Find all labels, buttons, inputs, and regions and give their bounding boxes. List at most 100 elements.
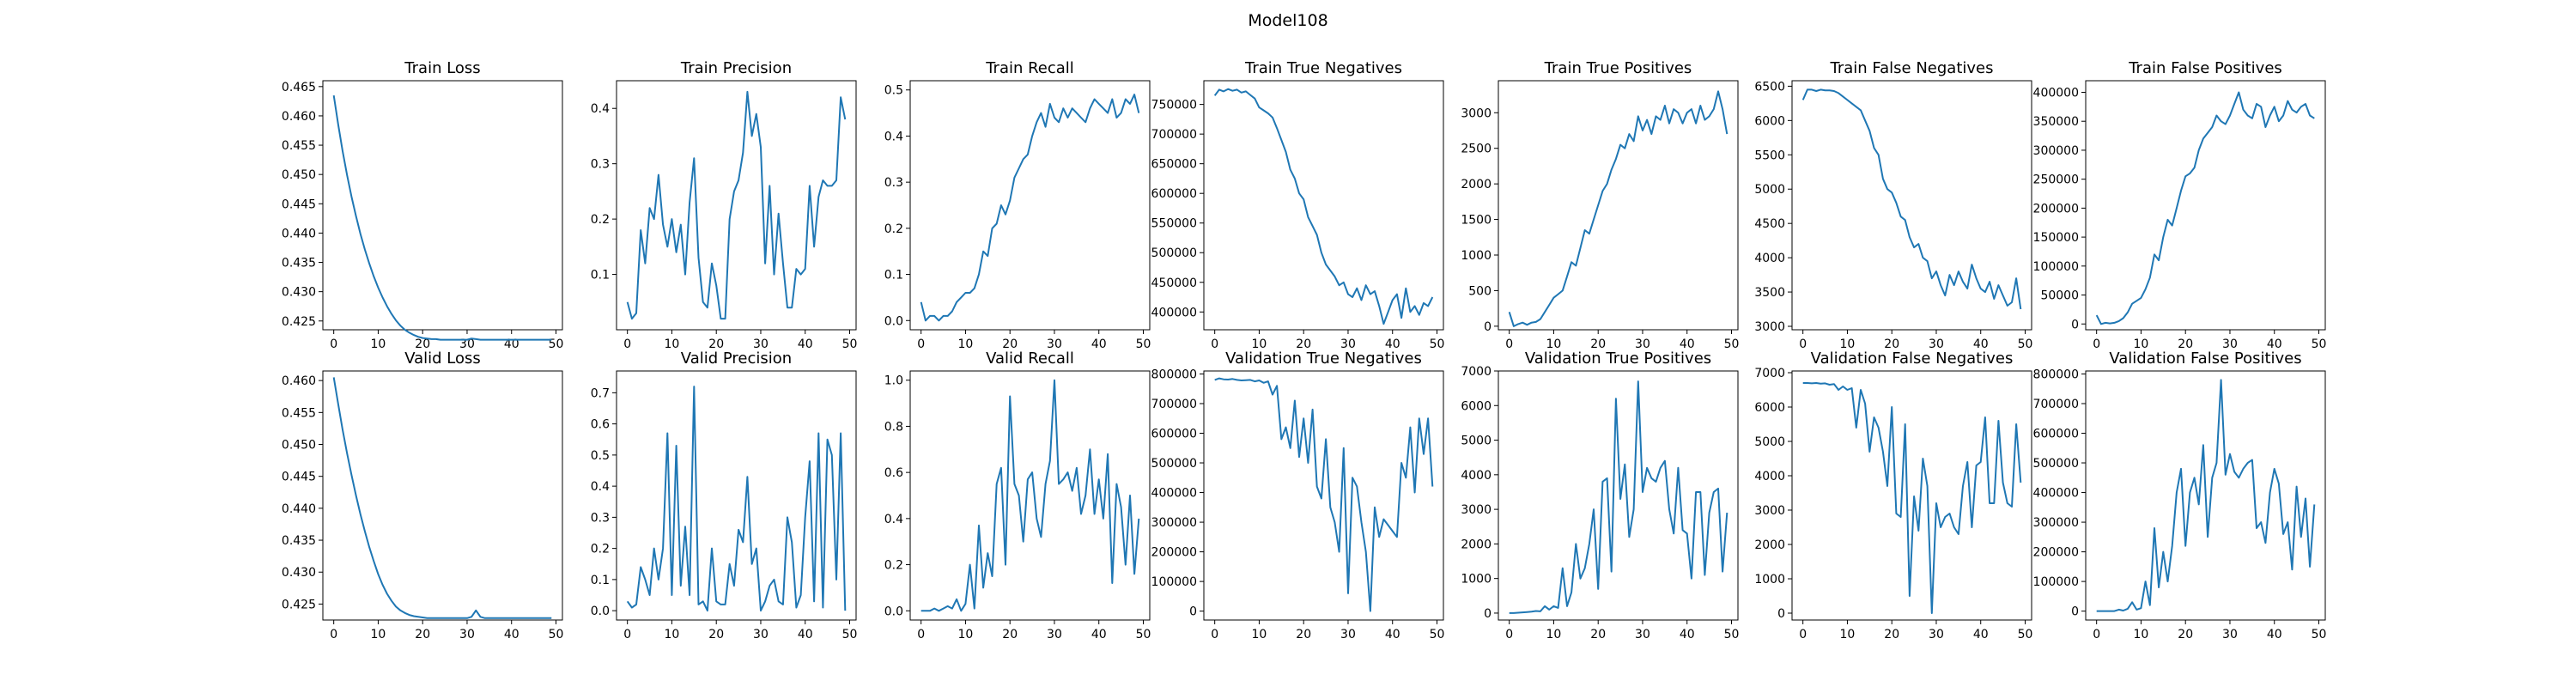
y-tick-label: 2000 (1461, 178, 1492, 192)
x-tick-label: 50 (549, 337, 564, 351)
subplot-4: Train True Negatives 0 10 20 30 40 50 400000 450… (1151, 59, 1445, 351)
x-tick-label: 20 (1884, 628, 1899, 641)
x-tick-label: 30 (1635, 337, 1650, 351)
y-tick-label: 0.450 (282, 168, 316, 182)
y-tick-label: 0.0 (884, 605, 903, 618)
x-tick-label: 20 (1296, 337, 1311, 351)
x-tick-label: 30 (1047, 628, 1062, 641)
y-tick-label: 50000 (2040, 289, 2079, 303)
y-tick-label: 0.460 (282, 110, 316, 124)
y-tick-label: 2000 (1461, 538, 1492, 551)
subplot-title: Train False Negatives (1830, 59, 1994, 77)
y-tick-label: 0.2 (884, 222, 903, 236)
y-tick-label: 6000 (1461, 399, 1492, 413)
plot-frame (909, 370, 1151, 621)
x-tick-label: 20 (1296, 628, 1311, 641)
series-line (920, 94, 1140, 322)
y-tick-label: 0.425 (282, 598, 316, 611)
y-tick-label: 0.8 (884, 420, 903, 434)
x-tick-label: 50 (2018, 628, 2033, 641)
y-tick-label: 800000 (1151, 368, 1197, 381)
subplot-3: Train Recall 0 10 20 30 40 50 0.0 0.1 0.2 0.3 0.4 0.… (884, 59, 1151, 351)
y-tick-label: 0.455 (282, 406, 316, 420)
y-tick-label: 0.1 (884, 269, 903, 283)
x-tick-label: 0 (1505, 628, 1513, 641)
series-line (2095, 91, 2315, 325)
y-tick-label: 400000 (1151, 306, 1197, 319)
x-tick-label: 10 (1546, 337, 1562, 351)
x-tick-label: 40 (1973, 337, 1989, 351)
y-tick-label: 0.455 (282, 139, 316, 153)
x-tick-label: 30 (1929, 628, 1944, 641)
subplot-title: Train True Negatives (1244, 59, 1402, 77)
y-tick-label: 600000 (1151, 187, 1197, 201)
y-tick-label: 4000 (1461, 469, 1492, 483)
y-tick-label: 1.0 (884, 374, 903, 388)
y-tick-label: 4000 (1754, 470, 1785, 483)
x-tick-label: 50 (1724, 628, 1740, 641)
x-tick-label: 40 (1680, 628, 1695, 641)
subplot-title: Valid Precision (681, 350, 792, 368)
subplot-6: Train False Negatives 0 10 20 30 40 50 3000 3500… (1754, 59, 2032, 351)
x-tick-label: 10 (665, 337, 680, 351)
series-line (1213, 88, 1434, 325)
y-tick-label: 0.440 (282, 502, 316, 516)
x-tick-label: 0 (623, 628, 631, 641)
subplot-1: Train Loss 0 10 20 30 40 50 0.425 0.430 0.435 0.44… (282, 59, 564, 351)
x-tick-label: 0 (2093, 337, 2100, 351)
y-tick-label: 5000 (1461, 435, 1492, 448)
series-line (626, 90, 847, 320)
subplot-title: Valid Recall (986, 350, 1074, 368)
plot-frame (616, 370, 857, 621)
y-tick-label: 450000 (1151, 277, 1197, 290)
y-tick-label: 3000 (1461, 503, 1492, 517)
y-tick-label: 1000 (1461, 573, 1492, 587)
x-tick-label: 20 (708, 628, 724, 641)
y-tick-label: 350000 (2033, 115, 2079, 129)
plot-frame (1203, 370, 1444, 621)
subplot-title: Train Loss (404, 59, 480, 77)
x-tick-label: 0 (2093, 628, 2100, 641)
x-tick-label: 30 (2222, 337, 2238, 351)
x-tick-label: 10 (958, 337, 974, 351)
subplot-title: Validation False Positives (2109, 350, 2301, 368)
y-tick-label: 0 (2071, 318, 2079, 331)
subplot-2: Train Precision 0 10 20 30 40 50 0.1 0.2 0.3 0.4 (591, 59, 858, 351)
subplot-14: Validation False Positives 0 10 20 30 40 50 0 10… (2033, 350, 2327, 641)
y-tick-label: 700000 (1151, 398, 1197, 411)
y-tick-label: 200000 (2033, 202, 2079, 216)
y-tick-label: 0 (1484, 607, 1492, 621)
y-tick-label: 0.2 (884, 559, 903, 573)
x-tick-label: 30 (753, 337, 769, 351)
x-tick-label: 40 (2267, 628, 2282, 641)
y-tick-label: 0.435 (282, 534, 316, 548)
figure-title: Model108 (1248, 11, 1327, 30)
series-line (332, 377, 552, 619)
x-tick-label: 40 (2267, 337, 2282, 351)
subplot-title: Validation True Positives (1525, 350, 1711, 368)
x-tick-label: 50 (549, 628, 564, 641)
y-tick-label: 0.430 (282, 286, 316, 300)
series-line (626, 386, 847, 612)
x-tick-label: 50 (842, 337, 858, 351)
y-tick-label: 2500 (1461, 143, 1492, 156)
x-tick-label: 10 (2134, 337, 2149, 351)
subplot-title: Validation False Negatives (1811, 350, 2014, 368)
x-tick-label: 0 (1799, 337, 1807, 351)
x-tick-label: 0 (1211, 337, 1218, 351)
y-tick-label: 100000 (2033, 260, 2079, 274)
y-tick-label: 5500 (1754, 149, 1785, 162)
y-tick-label: 0.3 (591, 158, 610, 172)
x-tick-label: 0 (917, 337, 925, 351)
y-tick-label: 1000 (1461, 249, 1492, 263)
x-tick-label: 30 (459, 337, 475, 351)
x-tick-label: 40 (504, 628, 519, 641)
y-tick-label: 400000 (1151, 487, 1197, 501)
x-tick-label: 30 (1340, 628, 1356, 641)
series-line (920, 379, 1140, 612)
x-tick-label: 20 (708, 337, 724, 351)
x-tick-label: 30 (1929, 337, 1944, 351)
y-tick-label: 0.4 (884, 130, 903, 143)
series-line (1802, 382, 2022, 614)
